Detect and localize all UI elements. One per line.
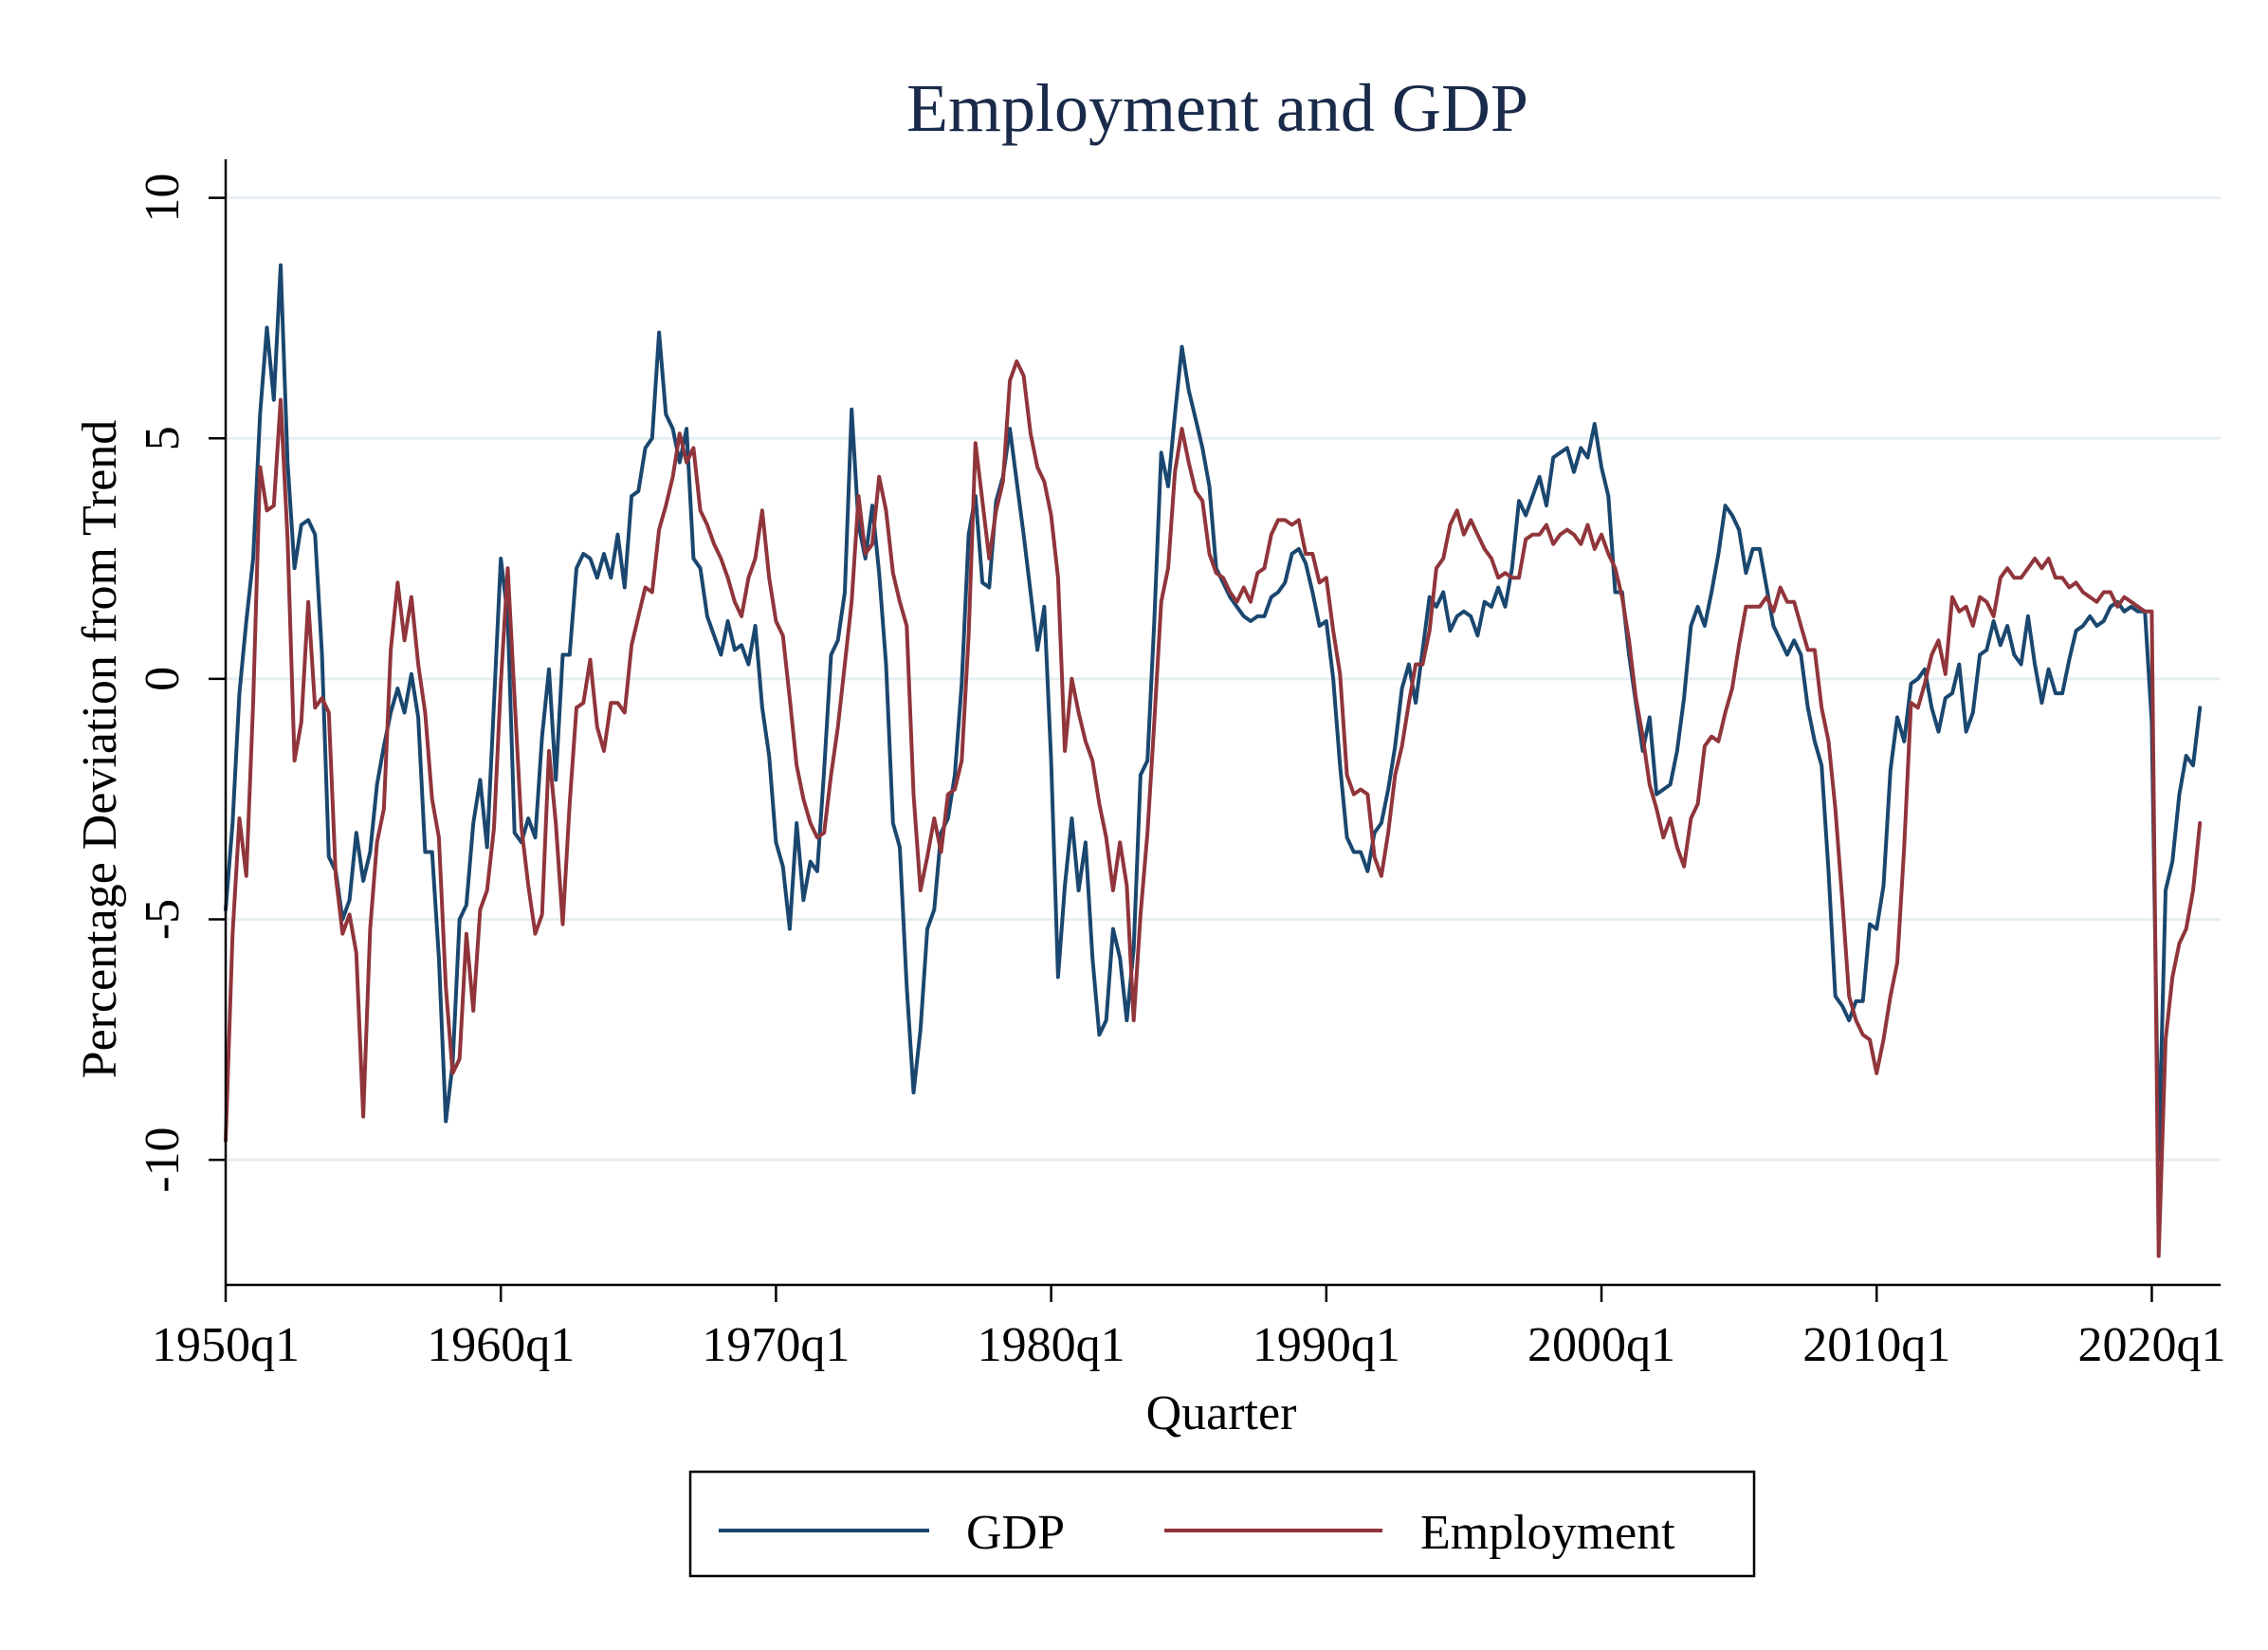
series-group	[224, 263, 2203, 1258]
x-ticks: 1950q1 1960q1 1970q1 1980q1 1990q1 2000q1 2010…	[152, 1285, 2225, 1372]
x-tick-label: 1950q1	[152, 1318, 300, 1372]
y-tick-label: 0	[136, 667, 190, 691]
x-tick-label: 1980q1	[978, 1318, 1125, 1372]
series-line-gdp	[224, 263, 2203, 1163]
legend: GDP Employment	[688, 1470, 1756, 1578]
legend-label-gdp: GDP	[966, 1506, 1065, 1560]
legend-box	[688, 1470, 1756, 1578]
x-tick-label: 1990q1	[1253, 1318, 1400, 1372]
y-tick-label: -10	[136, 1127, 190, 1192]
x-tick-label: 1960q1	[427, 1318, 575, 1372]
legend-label-employment: Employment	[1420, 1506, 1675, 1560]
y-axis-title: Percentage Deviation from Trend	[73, 420, 127, 1079]
y-tick-label: 10	[136, 174, 190, 223]
x-axis-title: Quarter	[1146, 1386, 1297, 1440]
x-tick-label: 2010q1	[1802, 1318, 1950, 1372]
y-tick-label: 5	[136, 426, 190, 450]
series-line-employment	[224, 359, 2203, 1258]
chart-title: Employment and GDP	[906, 70, 1528, 146]
grid-lines	[228, 196, 2221, 1162]
x-tick-label: 2020q1	[2077, 1318, 2225, 1372]
y-ticks: 10 5 0 -5 -10	[136, 174, 226, 1193]
x-tick-label: 2000q1	[1527, 1318, 1675, 1372]
y-tick-label: -5	[136, 899, 190, 940]
x-tick-label: 1970q1	[702, 1318, 850, 1372]
